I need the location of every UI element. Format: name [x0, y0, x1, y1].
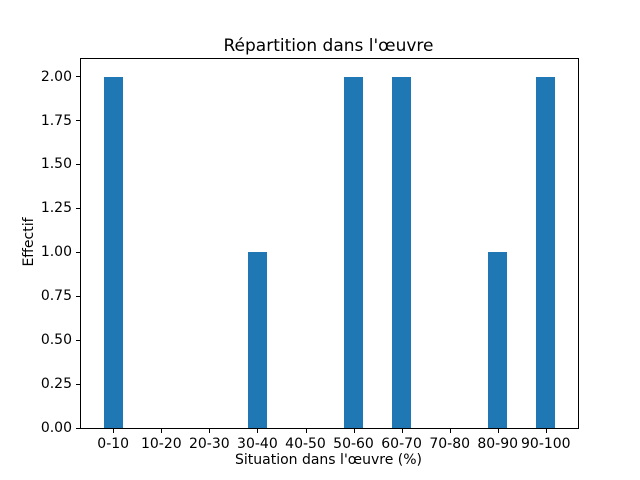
- x-tick-label: 50-60: [333, 436, 374, 452]
- y-axis-label: Effectif: [21, 217, 37, 267]
- y-tick-label: 0.00: [40, 420, 72, 436]
- y-tick-mark: [76, 251, 80, 253]
- y-tick-mark: [76, 163, 80, 165]
- x-tick-label: 0-10: [97, 436, 130, 452]
- x-tick-mark: [545, 429, 547, 433]
- x-tick-label: 10-20: [140, 436, 182, 452]
- y-tick-label: 1.75: [40, 112, 72, 129]
- x-tick-label: 40-50: [285, 436, 326, 452]
- y-tick-label: 1.00: [40, 244, 72, 261]
- x-tick-mark: [209, 429, 211, 433]
- bar-50-60: [343, 76, 364, 428]
- x-tick-mark: [113, 429, 115, 433]
- x-tick-label: 60-70: [381, 436, 422, 452]
- y-tick-label: 2.00: [40, 68, 72, 85]
- x-tick-label: 20-30: [188, 436, 230, 452]
- x-axis-label: Situation dans l'œuvre (%): [234, 452, 423, 468]
- bar-90-100: [536, 76, 556, 428]
- x-tick-mark: [257, 429, 259, 433]
- y-tick-label: 1.25: [40, 200, 72, 217]
- y-tick-mark: [76, 295, 80, 297]
- x-tick-label: 30-40: [237, 436, 278, 452]
- y-tick-mark: [76, 207, 80, 209]
- x-tick-label: 90-100: [521, 436, 571, 452]
- y-tick-mark: [76, 427, 80, 429]
- bar-0-10: [103, 76, 123, 428]
- y-tick-label: 0.25: [40, 376, 72, 393]
- x-tick-mark: [497, 429, 499, 433]
- y-tick-mark: [76, 76, 80, 78]
- x-tick-mark: [353, 429, 355, 433]
- bars-layer: [81, 59, 578, 428]
- y-tick-mark: [76, 339, 80, 341]
- x-tick-mark: [161, 429, 163, 433]
- x-tick-mark: [401, 429, 403, 433]
- bar-80-90: [488, 252, 508, 428]
- y-tick-mark: [76, 120, 80, 121]
- y-tick-label: 0.75: [40, 288, 72, 305]
- x-tick-mark: [449, 429, 451, 433]
- y-tick-mark: [76, 383, 80, 385]
- plot-area: 0-10 10-20 20-30 30-40 40-50 50-60 60-70 70-80 8…: [41, 58, 579, 452]
- bar-30-40: [247, 252, 267, 428]
- y-tick-label: 0.50: [40, 332, 72, 349]
- x-tick-label: 70-80: [429, 436, 471, 452]
- chart-title: Répartition dans l'œuvre: [223, 36, 434, 56]
- x-tick-label: 80-90: [477, 436, 519, 452]
- y-tick-label: 1.50: [40, 156, 72, 173]
- x-tick-mark: [305, 429, 307, 433]
- bar-60-70: [392, 76, 412, 428]
